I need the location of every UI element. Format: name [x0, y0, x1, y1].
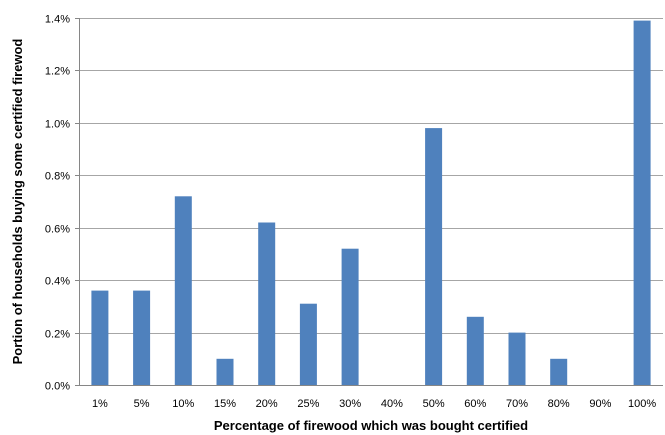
x-tick-label: 70%	[506, 398, 528, 410]
x-tick-label: 30%	[339, 398, 361, 410]
axes	[79, 18, 663, 386]
gridlines	[75, 18, 663, 386]
bars	[91, 20, 651, 385]
y-tick-label: 0.2%	[45, 329, 70, 341]
bar-1pct	[91, 290, 109, 385]
bar-70pct	[508, 332, 526, 385]
x-tick-label: 80%	[548, 398, 570, 410]
x-tick-label: 10%	[172, 398, 194, 410]
x-tick-label: 90%	[589, 398, 611, 410]
y-tick-labels: 0.0% 0.2% 0.4% 0.6% 0.8% 1.0% 1.2% 1.4%	[45, 14, 70, 393]
y-tick-label: 0.8%	[45, 171, 70, 183]
y-tick-label: 1.4%	[45, 14, 70, 26]
bar-15pct	[216, 358, 234, 385]
bar-50pct	[425, 128, 443, 385]
bar-60pct	[466, 316, 484, 385]
x-tick-label: 1%	[92, 398, 108, 410]
x-tick-label: 15%	[214, 398, 236, 410]
y-axis-title: Portion of households buying some certif…	[10, 39, 25, 365]
bar-80pct	[550, 358, 568, 385]
bar-30pct	[341, 248, 359, 385]
y-tick-label: 1.2%	[45, 66, 70, 78]
x-tick-labels: 1% 5% 10% 15% 20% 25% 30% 40% 50% 60% 70% 80% 90% 100…	[92, 398, 656, 410]
x-tick-label: 20%	[256, 398, 278, 410]
y-tick-label: 1.0%	[45, 119, 70, 131]
bar-20pct	[258, 222, 276, 385]
bar-100pct	[633, 20, 651, 385]
y-tick-label: 0.4%	[45, 276, 70, 288]
bar-25pct	[299, 303, 317, 385]
x-tick-label: 50%	[423, 398, 445, 410]
x-tick-label: 60%	[464, 398, 486, 410]
y-tick-label: 0.0%	[45, 381, 70, 393]
x-tick-label: 100%	[628, 398, 656, 410]
x-tick-label: 40%	[381, 398, 403, 410]
x-tick-label: 25%	[297, 398, 319, 410]
x-axis-title: Percentage of firewood which was bought …	[214, 418, 528, 433]
bar-10pct	[174, 196, 192, 385]
x-tick-label: 5%	[134, 398, 150, 410]
y-tick-label: 0.6%	[45, 224, 70, 236]
bar-5pct	[133, 290, 151, 385]
